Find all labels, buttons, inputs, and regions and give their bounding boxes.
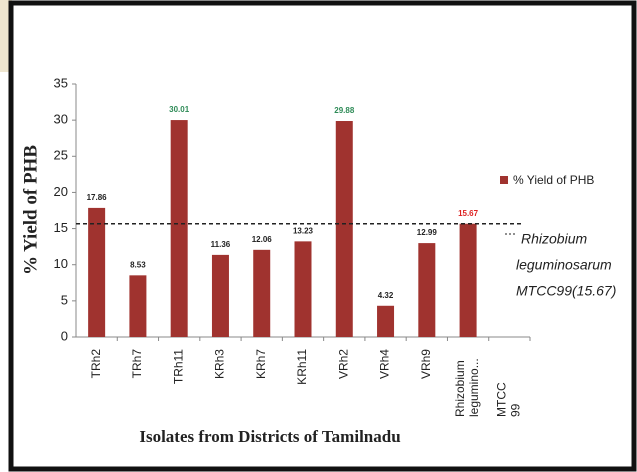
x-tick-label: VRh2: [336, 349, 350, 379]
legend-label: MTCC99(15.67): [516, 283, 616, 299]
bar: [377, 305, 395, 337]
x-axis-label: Isolates from Districts of Tamilnadu: [139, 427, 400, 446]
y-tick-label: 15: [54, 220, 68, 235]
y-tick-label: 0: [61, 328, 68, 343]
y-tick-label: 10: [54, 256, 68, 271]
x-tick-label: VRh9: [419, 349, 433, 379]
y-tick-label: 30: [54, 112, 68, 127]
legend-swatch: [500, 176, 508, 184]
bar: [211, 254, 229, 337]
x-tick-label: TRh11: [171, 349, 185, 384]
value-label: 12.06: [252, 235, 273, 244]
x-tick-label: Rhizobium legumino...: [453, 357, 481, 417]
bar: [418, 243, 436, 337]
bar: [253, 249, 271, 337]
x-tick-label: KRh7: [254, 349, 268, 379]
value-label: 29.88: [334, 106, 355, 115]
legend-label: % Yield of PHB: [513, 173, 594, 187]
y-tick-label: 35: [54, 75, 68, 90]
x-tick-label: KRh3: [213, 349, 227, 379]
y-axis-label: % Yield of PHB: [20, 145, 41, 275]
bar: [129, 275, 147, 337]
legend-label: Rhizobium: [521, 231, 587, 247]
bar: [459, 223, 477, 337]
x-tick-label: TRh7: [130, 349, 144, 379]
x-tick-label: TRh2: [89, 349, 103, 379]
x-tick-label: KRh11: [295, 349, 309, 385]
bar: [294, 241, 312, 337]
y-tick-label: 20: [54, 184, 68, 199]
bar: [88, 207, 106, 337]
value-label: 30.01: [169, 105, 190, 114]
bar: [170, 120, 188, 337]
y-tick-label: 5: [61, 292, 68, 307]
value-label: 15.67: [458, 209, 479, 218]
frame: [8, 0, 637, 472]
y-tick-label: 25: [54, 148, 68, 163]
bar: [335, 121, 353, 337]
value-label: 17.86: [87, 193, 108, 202]
value-label: 12.99: [417, 228, 438, 237]
value-label: 8.53: [130, 260, 146, 269]
x-tick-label: VRh4: [378, 349, 392, 379]
x-tick-label: MTCC 99: [495, 379, 523, 417]
value-label: 4.32: [378, 291, 394, 300]
value-label: 13.23: [293, 226, 314, 235]
value-label: 11.36: [211, 240, 231, 249]
legend-label: leguminosarum: [516, 257, 612, 273]
